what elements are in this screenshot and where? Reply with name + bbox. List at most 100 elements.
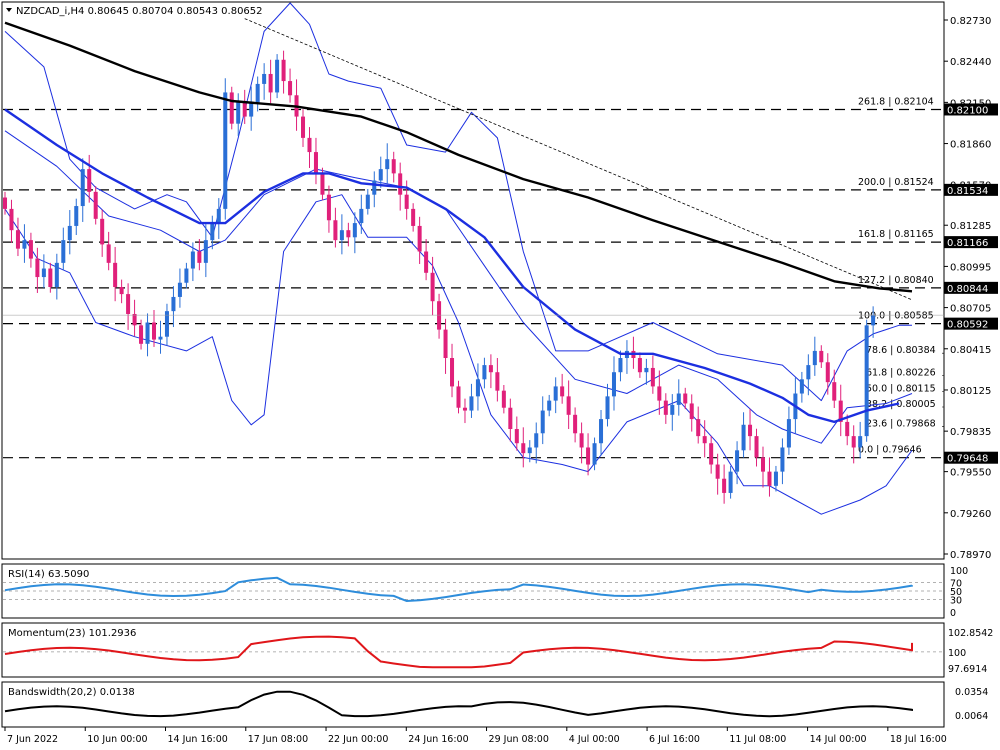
candle-body	[398, 173, 403, 195]
candle-body	[553, 386, 558, 401]
fib-label-bg	[856, 273, 942, 285]
candle-body	[268, 73, 273, 93]
candle-body	[722, 478, 727, 493]
candle-body	[223, 92, 228, 209]
candle-body	[151, 322, 157, 340]
fib-inner-bg	[864, 344, 942, 356]
candle-body	[229, 92, 234, 124]
candle-body	[450, 358, 455, 387]
candle-body	[339, 230, 344, 241]
candle-body	[301, 116, 306, 138]
x-tick-label: 10 Jun 00:00	[87, 734, 147, 745]
candle-body	[346, 230, 351, 238]
bandswidth-tick-label: 0.0354	[955, 687, 988, 698]
y-tick-label: 0.80705	[950, 304, 991, 315]
candle-body	[333, 220, 338, 241]
candle-body	[359, 208, 364, 224]
candle-body	[663, 400, 668, 415]
candle-body	[197, 251, 202, 263]
fib-label: 200.0 | 0.81524	[858, 177, 934, 188]
y-tick-label: 0.80125	[950, 386, 991, 397]
bandswidth-label: Bandswidth(20,2) 0.0138	[8, 687, 135, 698]
candle-body	[307, 137, 312, 153]
candle-body	[475, 379, 480, 397]
x-tick-label: 14 Jul 00:00	[810, 734, 867, 745]
candle-body	[482, 365, 487, 380]
candle-body	[521, 443, 526, 454]
fib-label-bg	[856, 175, 942, 187]
candle-body	[540, 410, 545, 434]
fib-label: 100.0 | 0.80585	[858, 311, 934, 322]
y-tick-label: 0.78970	[950, 550, 991, 561]
fib-inner-bg	[864, 398, 942, 410]
candle-body	[871, 315, 876, 326]
candle-body	[858, 436, 863, 448]
momentum-pane-frame	[1, 622, 945, 678]
level-price-label: 0.82100	[947, 105, 988, 116]
candle-body	[560, 386, 565, 397]
rsi-tick-label: 100	[950, 566, 968, 577]
candle-body	[683, 393, 688, 404]
moving-average-blue	[4, 108, 900, 424]
bollinger-upper-band	[4, 2, 912, 402]
candle-body	[650, 367, 655, 387]
candle-body	[547, 400, 552, 411]
symbol-header: NZDCAD_i,H4 0.80645 0.80704 0.80543 0.80…	[16, 6, 263, 17]
candle-body	[158, 336, 163, 340]
candle-body	[22, 240, 27, 249]
momentum-tick-label: 97.6914	[948, 664, 987, 675]
y-tick-label: 0.80995	[950, 262, 991, 273]
candle-body	[275, 59, 280, 93]
x-tick-label: 18 Jul 16:00	[890, 734, 947, 745]
candle-body	[573, 414, 578, 434]
candle-body	[2, 197, 8, 209]
fib-inner-label: 78.6 | 0.80384	[866, 345, 936, 356]
candle-body	[715, 464, 720, 479]
x-tick-label: 7 Jun 2022	[7, 734, 58, 745]
candle-body	[139, 325, 144, 344]
momentum-label: Momentum(23) 101.2936	[8, 628, 136, 639]
rsi-label: RSI(14) 63.5090	[8, 569, 89, 580]
level-price-label: 0.80844	[947, 284, 988, 295]
candle-body	[430, 272, 435, 302]
candle-body	[255, 83, 260, 103]
candle-body	[488, 365, 493, 373]
y-tick-label: 0.81285	[950, 221, 991, 232]
candle-body	[748, 424, 753, 437]
candle-body	[456, 386, 461, 408]
fib-label: 0.0 | 0.79646	[858, 445, 922, 456]
candle-body	[786, 419, 791, 448]
candle-body	[106, 244, 111, 263]
candle-body	[119, 287, 124, 295]
level-price-label: 0.80592	[947, 320, 988, 331]
candle-body	[190, 251, 195, 269]
moving-average-black	[4, 21, 913, 293]
candle-body	[767, 471, 772, 486]
x-tick-label: 4 Jul 00:00	[569, 734, 620, 745]
bollinger-middle-band	[4, 130, 913, 444]
candle-body	[864, 325, 869, 437]
candle-body	[411, 208, 416, 226]
candle-body	[372, 180, 377, 195]
candle-body	[326, 194, 331, 221]
candle-body	[404, 194, 409, 209]
candle-body	[443, 329, 448, 359]
dropdown-triangle-icon[interactable]	[6, 8, 12, 12]
candle-body	[48, 268, 53, 287]
candle-body	[702, 436, 707, 444]
candle-body	[676, 393, 681, 405]
fib-inner-label: 50.0 | 0.80115	[866, 383, 936, 394]
candle-body	[579, 433, 584, 448]
level-price-tag	[944, 103, 998, 116]
candle-body	[113, 262, 118, 287]
candle-body	[611, 372, 616, 397]
fib-inner-bg	[864, 417, 942, 429]
candle-body	[508, 407, 513, 430]
y-tick-label: 0.79835	[950, 427, 991, 438]
candle-body	[242, 102, 247, 117]
candle-body	[61, 240, 66, 263]
rsi-tick-label: 30	[950, 595, 962, 606]
y-tick-label: 0.81860	[950, 140, 991, 151]
candle-body	[501, 390, 506, 408]
candle-body	[171, 296, 176, 312]
